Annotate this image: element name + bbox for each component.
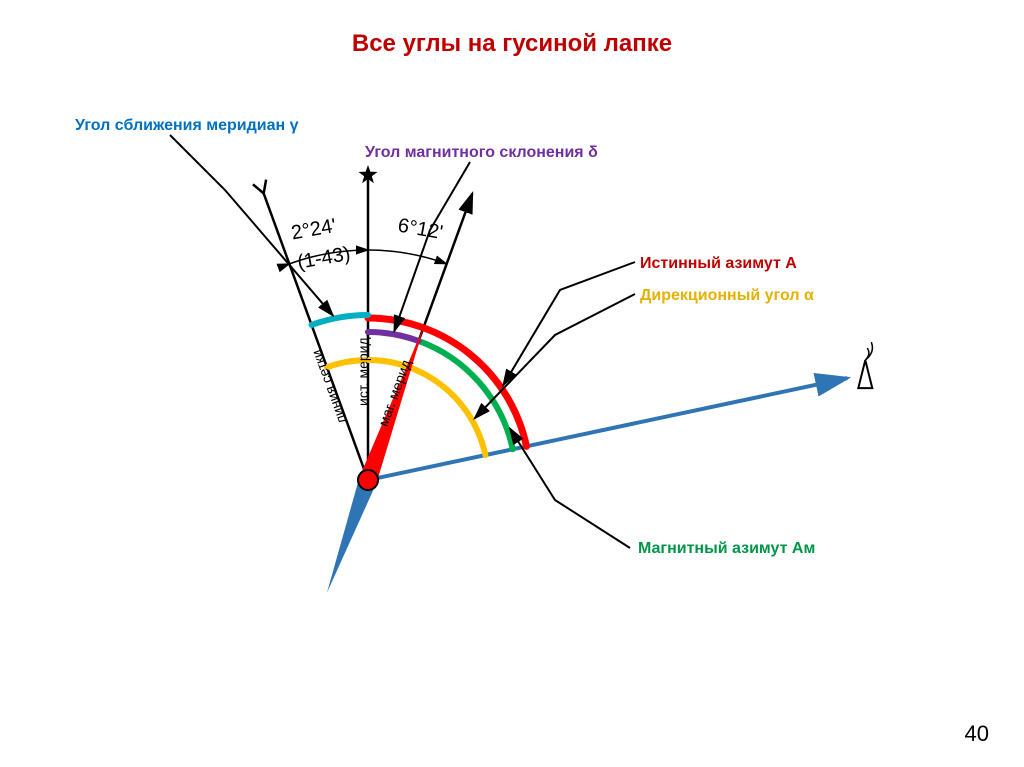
- label-delta: Угол магнитного склонения δ: [365, 144, 598, 162]
- label-gamma: Угол сближения меридиан γ: [75, 117, 299, 135]
- label-alpha: Дирекционный угол α: [640, 287, 814, 305]
- page-number: 40: [965, 721, 989, 747]
- label-magA: Магнитный азимут Ам: [638, 540, 815, 558]
- svg-text:2°24': 2°24': [290, 215, 338, 245]
- svg-text:(1-43): (1-43): [296, 243, 352, 274]
- diagram-svg: линия сеткиист. мерид.маг. мерид2°24'(1-…: [0, 0, 1024, 767]
- label-trueA: Истинный азимут А: [640, 255, 797, 273]
- svg-text:ист. мерид.: ист. мерид.: [355, 333, 371, 406]
